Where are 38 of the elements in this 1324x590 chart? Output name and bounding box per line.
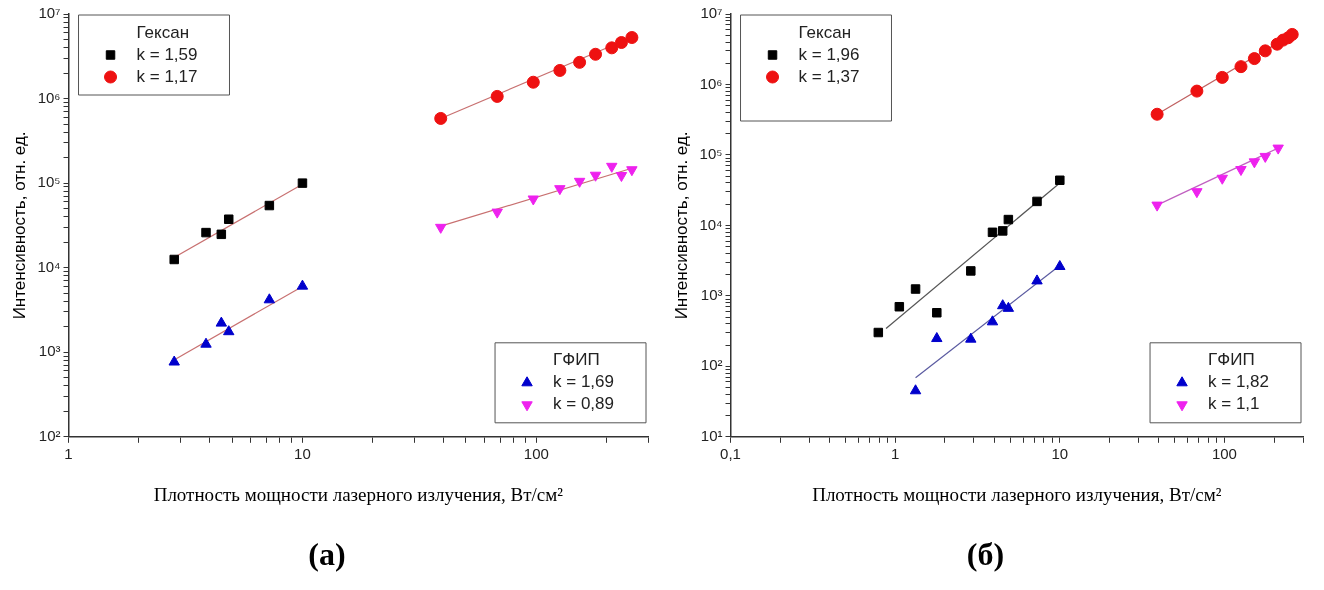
x-tick-label: 1 xyxy=(64,444,73,462)
y-tick-label: 10⁴ xyxy=(699,215,723,233)
legend-label: k = 1,17 xyxy=(136,66,198,86)
y-tick-label: 10² xyxy=(38,426,61,444)
y-tick-label: 10⁷ xyxy=(700,4,723,22)
y-axis-title: Интенсивность, отн. ед. xyxy=(9,131,29,320)
legend-label: k = 1,37 xyxy=(798,66,860,86)
legend-label: k = 1,69 xyxy=(553,372,615,392)
y-tick-label: 10⁴ xyxy=(37,257,61,275)
x-tick-label: 10 xyxy=(294,444,311,462)
text: ГФИП xyxy=(1208,350,1255,370)
y-tick-label: 10⁵ xyxy=(699,145,723,163)
x-tick-label: 100 xyxy=(523,444,549,462)
x-axis-title: Плотность мощности лазерного излучения, Вт/см² xyxy=(812,484,1222,506)
legend-label: k = 1,59 xyxy=(136,44,198,64)
y-tick-label: 10³ xyxy=(38,342,61,360)
text: ГФИП xyxy=(553,350,600,370)
y-tick-label: 10⁶ xyxy=(37,88,61,106)
y-tick-label: 10⁵ xyxy=(37,173,61,191)
text: (а) xyxy=(308,536,346,573)
text: Гексан xyxy=(798,22,852,42)
legend-label: k = 0,89 xyxy=(553,394,615,414)
legend-label: k = 1,96 xyxy=(798,44,860,64)
x-tick-label: 0,1 xyxy=(720,444,741,462)
y-tick-label: 10⁶ xyxy=(699,74,723,92)
text: (б) xyxy=(966,536,1005,573)
legend-label: k = 1,82 xyxy=(1208,372,1270,392)
x-tick-label: 1 xyxy=(891,444,900,462)
x-axis-title: Плотность мощности лазерного излучения, Вт/см² xyxy=(153,484,564,506)
y-tick-label: 10¹ xyxy=(700,426,723,444)
text: Гексан xyxy=(136,22,190,42)
x-tick-label: 10 xyxy=(1051,444,1069,462)
y-axis-title: Интенсивность, отн. ед. xyxy=(671,131,691,320)
y-tick-label: 10³ xyxy=(700,286,723,304)
y-tick-label: 10⁷ xyxy=(38,4,61,22)
legend-label: k = 1,1 xyxy=(1208,394,1260,414)
y-tick-label: 10² xyxy=(700,356,723,374)
x-tick-label: 100 xyxy=(1211,444,1237,462)
